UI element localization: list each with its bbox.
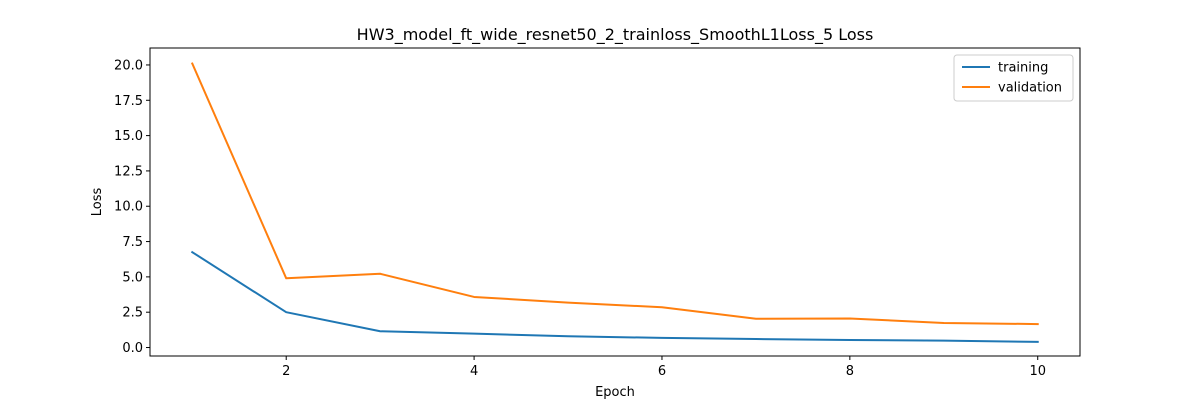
x-axis-label: Epoch [595,385,635,400]
y-tick-label: 10.0 [114,200,143,215]
series-line-training [190,250,1039,343]
x-tick-label: 8 [846,364,854,379]
x-tick-label: 10 [1029,364,1046,379]
plot-frame [149,47,1081,357]
y-tick-label: 15.0 [114,129,143,144]
y-tick-label: 12.5 [114,164,143,179]
y-axis-label: Loss [90,188,105,217]
plot-area [150,48,1080,356]
legend: training validation [953,54,1074,102]
x-tick-label: 4 [470,364,478,379]
x-tick-label: 6 [658,364,666,379]
legend-label-training: training [998,61,1048,76]
chart-title: HW3_model_ft_wide_resnet50_2_trainloss_S… [357,25,874,45]
y-tick-label: 17.5 [114,94,143,109]
y-tick-label: 5.0 [122,270,143,285]
y-tick-label: 7.5 [122,235,143,250]
x-axis-ticks: 2 4 6 8 10 [282,356,1046,379]
series-layer [190,62,1039,343]
y-axis-ticks: 0.0 2.5 5.0 7.5 10.0 12.5 15.0 17.5 20.0 [114,58,150,356]
series-line-validation [190,62,1039,326]
legend-label-validation: validation [998,81,1062,96]
y-tick-label: 0.0 [122,341,143,356]
x-tick-label: 2 [282,364,290,379]
y-tick-label: 20.0 [114,58,143,73]
y-tick-label: 2.5 [122,306,143,321]
